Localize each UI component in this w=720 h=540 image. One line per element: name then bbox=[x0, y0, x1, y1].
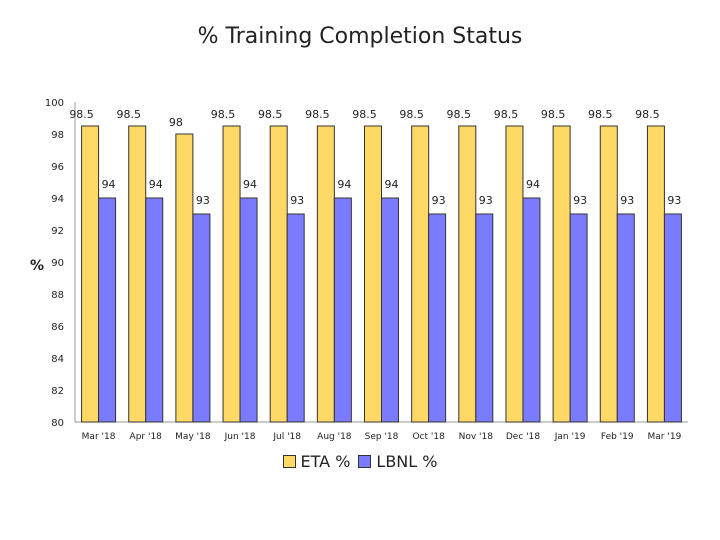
x-tick-label: Jan '19 bbox=[554, 432, 586, 442]
data-label-lbnl-0: 94 bbox=[102, 178, 116, 191]
data-label-lbnl-9: 94 bbox=[526, 178, 540, 191]
y-tick-label: 80 bbox=[51, 418, 64, 429]
chart-bars bbox=[81, 125, 682, 423]
data-label-eta-6: 98.5 bbox=[352, 108, 377, 121]
data-label-lbnl-3: 94 bbox=[243, 178, 257, 191]
bar-lbnl-9 bbox=[522, 197, 541, 423]
y-tick-label: 86 bbox=[51, 322, 64, 333]
data-label-eta-7: 98.5 bbox=[399, 108, 424, 121]
y-tick-label: 88 bbox=[51, 290, 64, 301]
data-label-lbnl-4: 93 bbox=[290, 194, 304, 207]
x-tick-label: Jun '18 bbox=[224, 432, 256, 442]
data-label-eta-2: 98 bbox=[169, 116, 183, 129]
bar-eta-3 bbox=[222, 125, 241, 423]
chart-legend: ETA % LBNL % bbox=[0, 452, 720, 471]
x-tick-label: Apr '18 bbox=[130, 432, 163, 442]
data-label-lbnl-7: 93 bbox=[432, 194, 446, 207]
y-tick-label: 84 bbox=[51, 354, 64, 365]
y-tick-label: 98 bbox=[51, 130, 64, 141]
data-label-lbnl-8: 93 bbox=[479, 194, 493, 207]
data-label-lbnl-12: 93 bbox=[667, 194, 681, 207]
bar-lbnl-2 bbox=[192, 213, 211, 423]
data-label-lbnl-1: 94 bbox=[149, 178, 163, 191]
data-label-lbnl-6: 94 bbox=[385, 178, 399, 191]
data-label-lbnl-2: 93 bbox=[196, 194, 210, 207]
y-tick-label: 94 bbox=[51, 194, 64, 205]
bar-eta-9 bbox=[505, 125, 524, 423]
x-tick-label: Nov '18 bbox=[459, 432, 494, 442]
bar-lbnl-4 bbox=[286, 213, 305, 423]
data-label-eta-0: 98.5 bbox=[69, 108, 94, 121]
x-tick-label: Oct '18 bbox=[412, 432, 445, 442]
data-label-eta-4: 98.5 bbox=[258, 108, 283, 121]
bar-eta-11 bbox=[599, 125, 618, 423]
legend-swatch-lbnl bbox=[358, 455, 372, 468]
bar-lbnl-10 bbox=[569, 213, 588, 423]
legend-swatch-eta bbox=[282, 455, 296, 468]
y-axis-label: % bbox=[30, 258, 44, 274]
x-tick-label: May '18 bbox=[175, 432, 211, 442]
y-tick-label: 100 bbox=[45, 98, 64, 109]
data-label-eta-1: 98.5 bbox=[116, 108, 141, 121]
bar-lbnl-12 bbox=[663, 213, 682, 423]
y-tick-label: 90 bbox=[51, 258, 64, 269]
data-label-lbnl-11: 93 bbox=[620, 194, 634, 207]
bar-lbnl-7 bbox=[428, 213, 447, 423]
x-tick-label: Mar '19 bbox=[648, 432, 682, 442]
bar-lbnl-6 bbox=[381, 197, 399, 423]
bar-eta-4 bbox=[269, 125, 288, 423]
bar-lbnl-5 bbox=[333, 197, 352, 423]
bar-eta-2 bbox=[175, 133, 194, 423]
legend-item-eta: ETA % bbox=[282, 452, 351, 471]
data-label-eta-8: 98.5 bbox=[447, 108, 472, 121]
bar-eta-0 bbox=[81, 125, 100, 423]
y-tick-label: 96 bbox=[51, 162, 64, 173]
bar-eta-10 bbox=[552, 125, 571, 423]
data-label-eta-10: 98.5 bbox=[541, 108, 566, 121]
data-label-lbnl-10: 93 bbox=[573, 194, 587, 207]
x-tick-label: Feb '19 bbox=[601, 432, 634, 442]
legend-label-lbnl: LBNL % bbox=[376, 452, 438, 471]
bar-eta-5 bbox=[316, 125, 335, 423]
data-label-eta-5: 98.5 bbox=[305, 108, 330, 121]
x-tick-label: Jul '18 bbox=[272, 432, 301, 442]
bar-eta-6 bbox=[364, 125, 382, 423]
data-label-eta-9: 98.5 bbox=[494, 108, 519, 121]
x-tick-label: Sep '18 bbox=[365, 432, 399, 442]
bar-lbnl-1 bbox=[145, 197, 164, 423]
bar-lbnl-0 bbox=[98, 197, 117, 423]
x-tick-label: Aug '18 bbox=[317, 432, 352, 442]
data-label-eta-11: 98.5 bbox=[588, 108, 613, 121]
data-label-eta-12: 98.5 bbox=[635, 108, 660, 121]
bar-eta-1 bbox=[128, 125, 147, 423]
bar-eta-12 bbox=[646, 125, 665, 423]
legend-item-lbnl: LBNL % bbox=[358, 452, 437, 471]
bar-lbnl-8 bbox=[475, 213, 494, 423]
x-tick-label: Dec '18 bbox=[506, 432, 540, 442]
chart-title: % Training Completion Status bbox=[197, 24, 523, 49]
y-tick-label: 82 bbox=[51, 386, 64, 397]
data-label-eta-3: 98.5 bbox=[211, 108, 236, 121]
bar-lbnl-11 bbox=[616, 213, 635, 423]
bar-lbnl-3 bbox=[239, 197, 258, 423]
legend-label-eta: ETA % bbox=[300, 452, 351, 471]
data-label-lbnl-5: 94 bbox=[337, 178, 351, 191]
bar-eta-7 bbox=[411, 125, 430, 423]
x-tick-label: Mar '18 bbox=[82, 432, 116, 442]
y-tick-label: 92 bbox=[51, 226, 64, 237]
bar-eta-8 bbox=[458, 125, 477, 423]
chart-data-labels: 98.5 94 98.5 94 98 93 98.5 94 98.5 93 98.5 94 98.5 94… bbox=[69, 108, 681, 207]
